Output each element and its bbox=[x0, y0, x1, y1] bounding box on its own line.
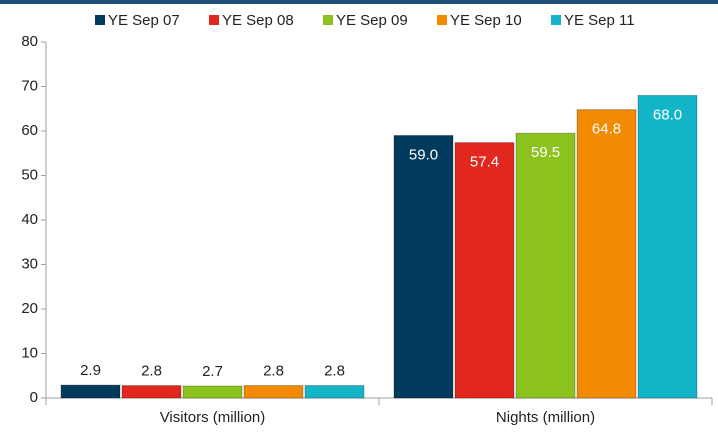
value-label: 2.8 bbox=[141, 363, 162, 380]
bar bbox=[515, 132, 576, 399]
bar bbox=[243, 385, 304, 399]
bar bbox=[393, 134, 454, 399]
legend-swatch bbox=[323, 15, 333, 25]
legend-label: YE Sep 07 bbox=[108, 12, 180, 29]
value-label: 68.0 bbox=[653, 106, 682, 123]
y-tick-label: 40 bbox=[21, 211, 38, 228]
bar bbox=[121, 385, 182, 399]
bar bbox=[60, 384, 121, 399]
legend-label: YE Sep 10 bbox=[450, 12, 522, 29]
legend-swatch bbox=[437, 15, 447, 25]
bar bbox=[454, 142, 515, 399]
y-tick-label: 50 bbox=[21, 166, 38, 183]
bar bbox=[637, 94, 698, 399]
legend-label: YE Sep 08 bbox=[222, 12, 294, 29]
value-label: 59.5 bbox=[531, 144, 560, 161]
bar bbox=[576, 109, 637, 399]
legend-swatch bbox=[95, 15, 105, 25]
legend-label: YE Sep 09 bbox=[336, 12, 408, 29]
value-label: 59.0 bbox=[409, 146, 438, 163]
value-label: 64.8 bbox=[592, 121, 621, 138]
value-label: 2.8 bbox=[324, 363, 345, 380]
x-tick-label: Nights (million) bbox=[496, 409, 595, 426]
value-label: 57.4 bbox=[470, 154, 499, 171]
legend-swatch bbox=[209, 15, 219, 25]
bar bbox=[182, 385, 243, 399]
y-tick-label: 80 bbox=[21, 33, 38, 50]
y-tick-label: 70 bbox=[21, 77, 38, 94]
y-tick-label: 60 bbox=[21, 122, 38, 139]
value-label: 2.8 bbox=[263, 363, 284, 380]
bar bbox=[304, 385, 365, 399]
y-tick-label: 20 bbox=[21, 300, 38, 317]
value-label: 2.7 bbox=[202, 363, 223, 380]
y-tick-label: 10 bbox=[21, 344, 38, 361]
y-tick-label: 30 bbox=[21, 255, 38, 272]
y-tick-label: 0 bbox=[30, 389, 38, 406]
legend-swatch bbox=[551, 15, 561, 25]
value-label: 2.9 bbox=[80, 362, 101, 379]
legend-label: YE Sep 11 bbox=[564, 12, 635, 29]
top-rule bbox=[0, 0, 718, 4]
x-tick-label: Visitors (million) bbox=[160, 409, 266, 426]
